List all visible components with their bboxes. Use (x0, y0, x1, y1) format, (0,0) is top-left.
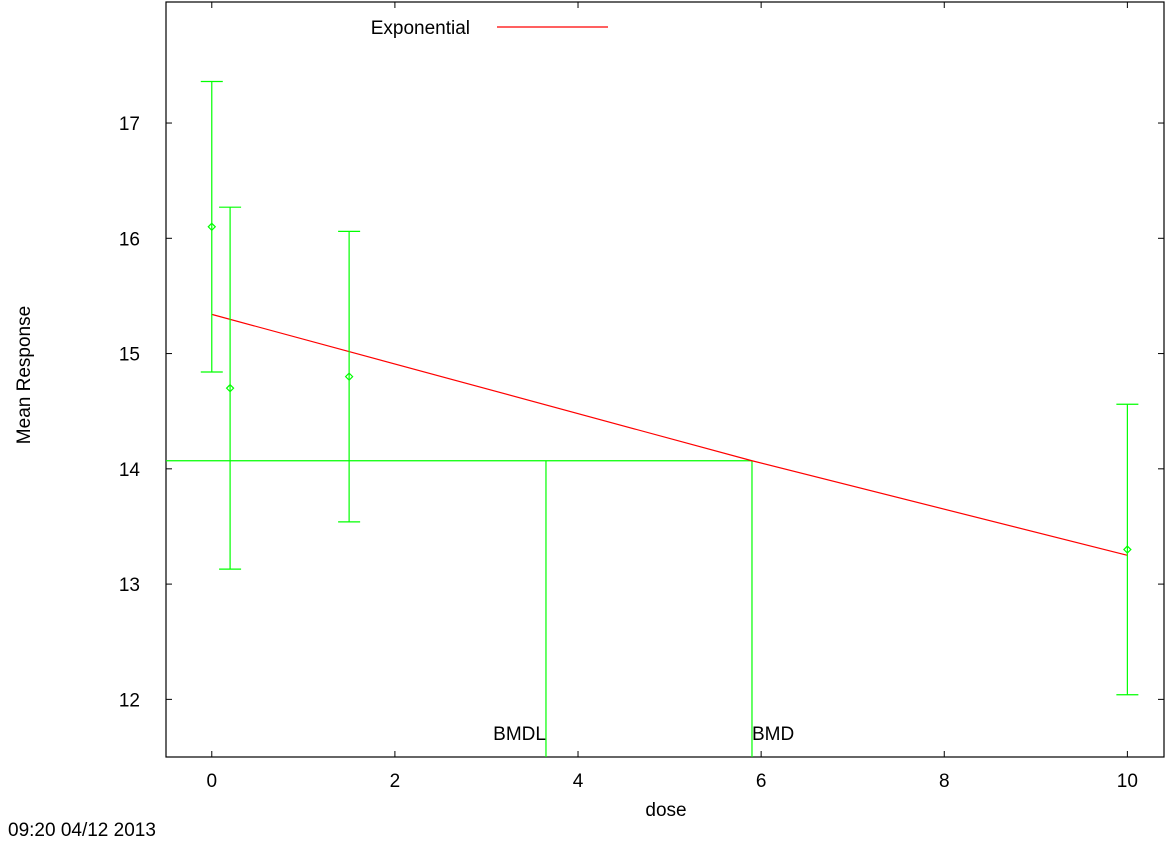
x-tick-label: 4 (573, 771, 584, 792)
legend-label-exponential: Exponential (371, 18, 470, 39)
x-tick-label: 8 (939, 771, 950, 792)
data-point-group (200, 80, 223, 373)
fitted-line-exponential (211, 313, 1128, 556)
y-tick-label: 12 (119, 690, 140, 711)
data-point (1123, 545, 1132, 554)
x-tick-label: 10 (1117, 771, 1138, 792)
y-tick-label: 17 (119, 114, 140, 135)
axis-ticks: 0 2 4 6 8 10 12 13 14 15 16 17 (119, 2, 1164, 792)
data-point (344, 372, 354, 381)
y-tick-label: 15 (119, 345, 140, 366)
data-point-group (1116, 403, 1139, 696)
data-point (225, 383, 235, 393)
bmd-label: BMD (752, 724, 794, 745)
footer-timestamp: 09:20 04/12 2013 (8, 820, 156, 841)
data-point-group (219, 206, 242, 570)
bmdl-label: BMDL (493, 724, 546, 745)
y-tick-label: 13 (119, 575, 140, 596)
x-tick-label: 0 (206, 771, 217, 792)
x-tick-label: 6 (756, 771, 767, 792)
x-tick-label: 2 (390, 771, 401, 792)
y-axis-title: Mean Response (14, 306, 35, 444)
plot-frame (165, 1, 1165, 758)
y-tick-label: 16 (119, 229, 140, 250)
observed-points-group (200, 80, 1139, 696)
legend: Exponential (371, 18, 608, 39)
fitted-curve-group (211, 313, 1128, 556)
x-axis-title: dose (645, 800, 686, 821)
y-tick-label: 14 (119, 460, 141, 481)
data-point (207, 222, 217, 232)
data-point-group (338, 230, 361, 523)
bmd-annotations: BMDL BMD (166, 460, 794, 757)
